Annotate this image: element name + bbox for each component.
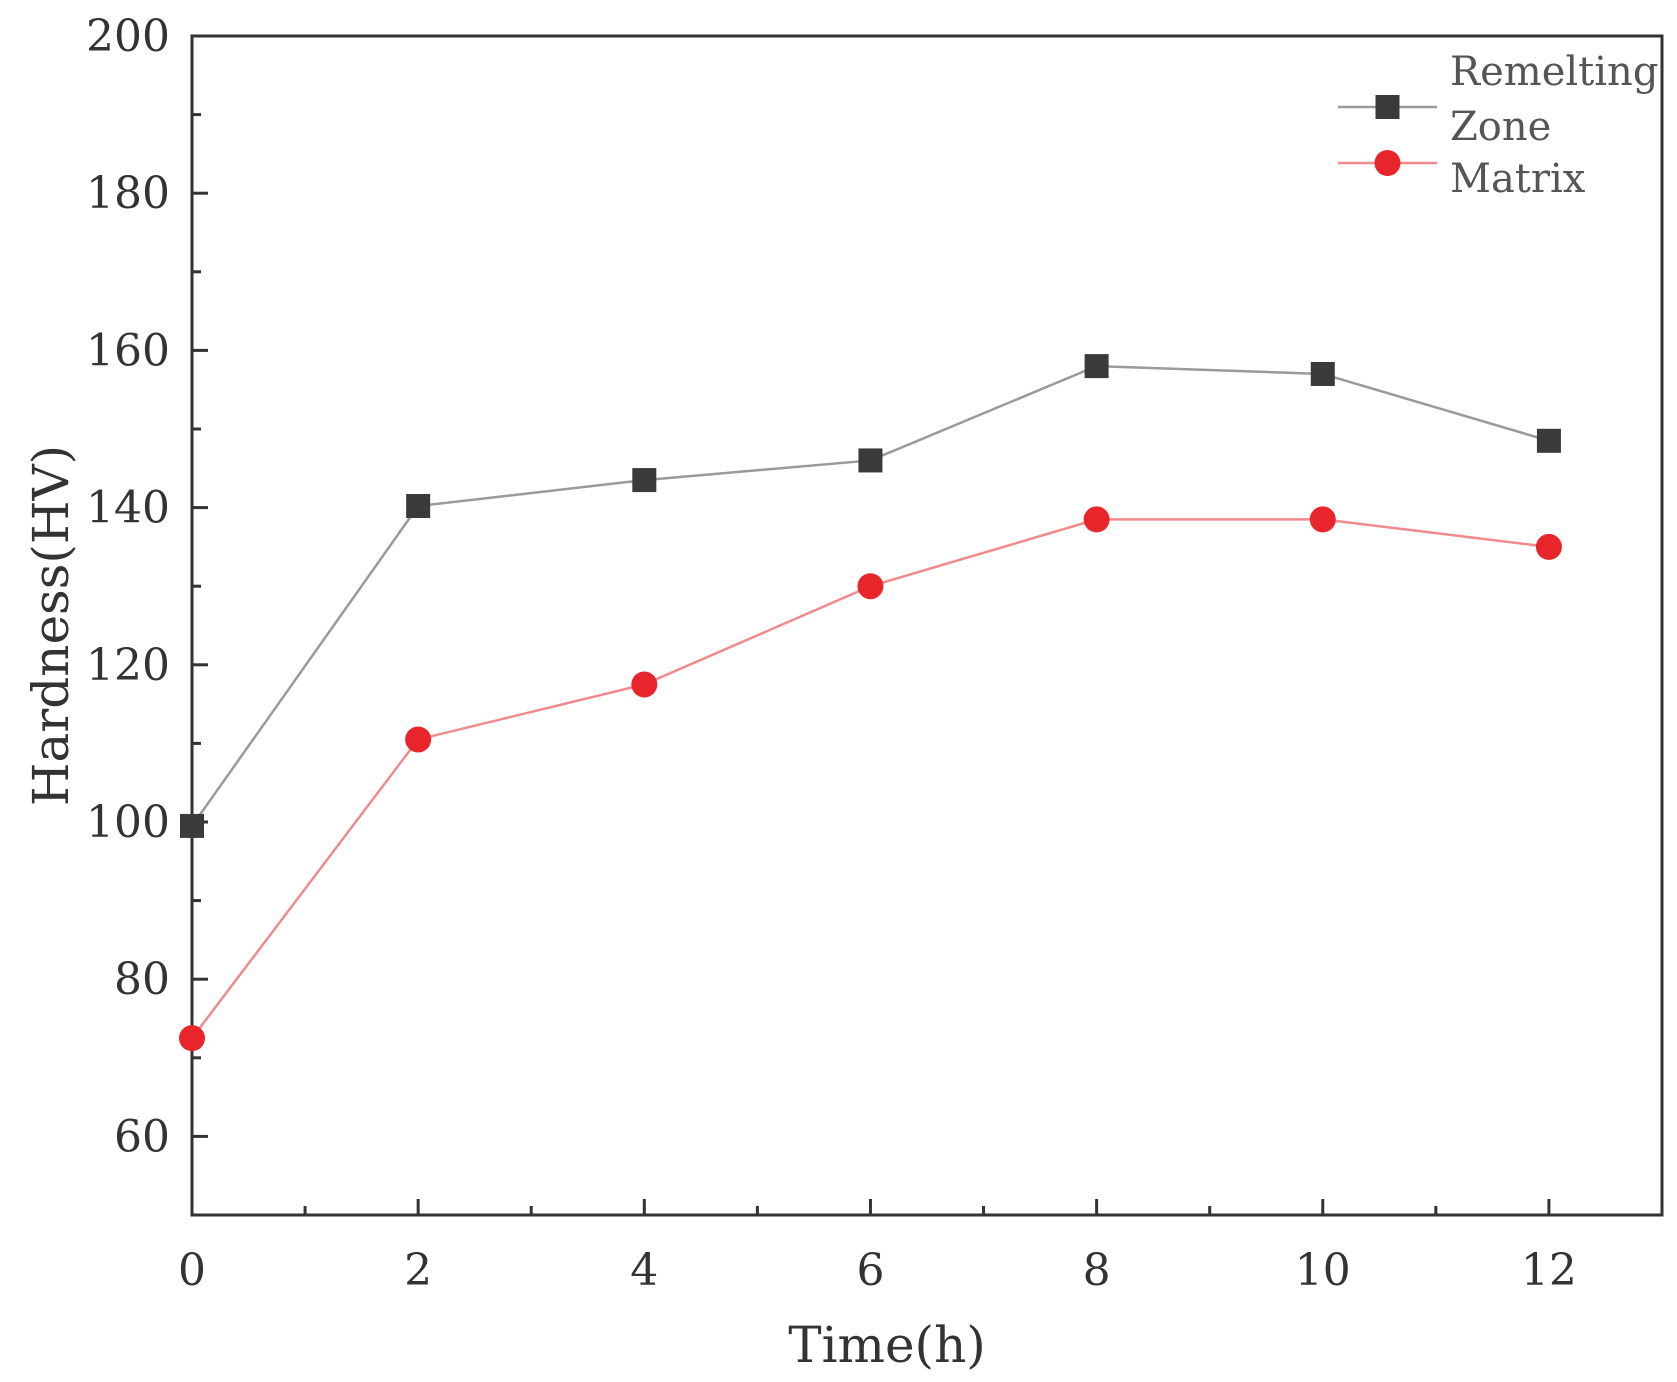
- legend-marker-matrix: [1374, 150, 1401, 176]
- axes: 0 2 4 6 8 10 12 60 80 100 120 140 160 180 200 Time(h) Ha…: [22, 11, 1664, 1374]
- data-point-matrix: [405, 726, 432, 753]
- x-tick-label: 2: [404, 1245, 432, 1296]
- y-tick-label: 120: [86, 640, 170, 691]
- data-point-remelting-zone: [406, 494, 431, 519]
- y-tick-label: 140: [86, 483, 170, 534]
- series-layer: [179, 354, 1562, 1052]
- legend-item-remelting-zone: Remelting Zone: [1338, 49, 1658, 150]
- y-tick-label: 100: [86, 797, 170, 848]
- legend-item-matrix: Matrix: [1338, 150, 1586, 202]
- plot-frame: [190, 34, 1664, 1217]
- data-point-remelting-zone: [180, 813, 204, 838]
- x-tick-label: 6: [856, 1245, 884, 1296]
- data-point-remelting-zone: [1084, 354, 1109, 379]
- x-axis-title: Time(h): [788, 1316, 986, 1374]
- y-tick-label: 60: [114, 1111, 170, 1162]
- y-axis-title: Hardness(HV): [22, 445, 80, 806]
- y-tick-label: 200: [86, 11, 170, 62]
- data-point-remelting-zone: [632, 468, 657, 493]
- legend-marker-remelting-zone: [1375, 95, 1400, 119]
- y-tick-label: 160: [86, 325, 170, 376]
- x-tick-label: 8: [1083, 1245, 1111, 1296]
- y-tick-label: 180: [86, 168, 170, 219]
- x-tick-label: 4: [630, 1245, 658, 1296]
- legend-label-remelting-zone: Zone: [1450, 104, 1551, 150]
- legend-label-matrix: Matrix: [1450, 156, 1586, 202]
- data-point-matrix: [1309, 506, 1336, 533]
- data-point-remelting-zone: [1536, 428, 1561, 453]
- series-remelting-zone: [180, 354, 1561, 838]
- x-tick-label: 12: [1521, 1245, 1577, 1296]
- x-tick-label: 10: [1295, 1245, 1351, 1296]
- data-point-remelting-zone: [858, 448, 883, 473]
- data-point-matrix: [1083, 506, 1110, 533]
- legend: Remelting Zone Matrix: [1338, 49, 1658, 202]
- data-point-matrix: [631, 671, 658, 698]
- data-point-matrix: [857, 573, 884, 600]
- data-point-matrix: [1535, 533, 1562, 560]
- series-matrix: [179, 506, 1562, 1052]
- x-tick-label: 0: [178, 1245, 206, 1296]
- data-point-matrix: [179, 1025, 205, 1052]
- legend-label-remelting-zone: Remelting: [1450, 49, 1658, 95]
- data-point-remelting-zone: [1310, 361, 1335, 386]
- y-tick-label: 80: [114, 954, 170, 1005]
